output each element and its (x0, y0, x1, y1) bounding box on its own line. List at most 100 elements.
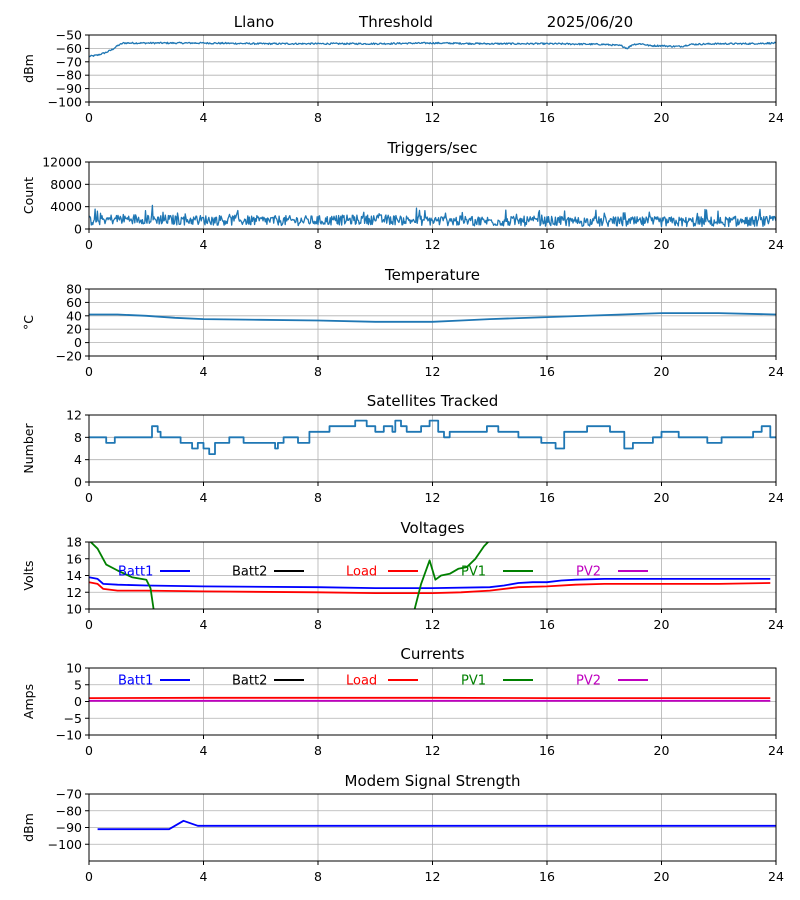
x-tick-label: 8 (314, 617, 322, 632)
y-tick-label: 8000 (50, 177, 82, 192)
y-tick-label: 14 (66, 568, 82, 583)
y-axis-label: Volts (21, 560, 36, 590)
y-tick-label: −60 (56, 41, 82, 56)
y-tick-label: 60 (66, 295, 82, 310)
chart-title: Voltages (400, 519, 464, 537)
y-tick-label: 80 (66, 282, 82, 297)
x-tick-label: 16 (539, 364, 555, 379)
y-tick-label: −80 (56, 803, 82, 818)
y-tick-label: 18 (66, 535, 82, 550)
x-tick-label: 4 (200, 617, 208, 632)
y-tick-label: −50 (56, 28, 82, 43)
series-line-batt1 (89, 576, 771, 589)
y-tick-label: 0 (74, 475, 82, 490)
x-tick-label: 20 (654, 110, 670, 125)
x-tick-label: 24 (768, 617, 784, 632)
x-tick-label: 0 (85, 364, 93, 379)
x-tick-label: 12 (425, 110, 441, 125)
x-tick-label: 4 (200, 743, 208, 758)
chart-title: Temperature (384, 266, 480, 284)
y-axis-label: dBm (21, 813, 36, 842)
y-tick-label: −100 (48, 837, 82, 852)
chart-title: Modem Signal Strength (345, 772, 521, 790)
x-tick-label: 24 (768, 237, 784, 252)
x-tick-label: 20 (654, 743, 670, 758)
series-line-pv1 (89, 542, 155, 609)
series-line (89, 41, 776, 58)
legend-label: PV1 (461, 674, 486, 689)
header-date: 2025/06/20 (547, 13, 633, 31)
y-tick-label: −70 (56, 54, 82, 69)
x-tick-label: 0 (85, 743, 93, 758)
x-tick-label: 24 (768, 110, 784, 125)
y-tick-label: 0 (74, 694, 82, 709)
x-tick-label: 8 (314, 490, 322, 505)
y-tick-label: 4000 (50, 199, 82, 214)
chart-title: Triggers/sec (387, 139, 478, 157)
legend-label: Batt2 (232, 565, 267, 580)
y-tick-label: 4 (74, 452, 82, 467)
y-tick-label: 12 (66, 408, 82, 423)
chart-title: Currents (400, 645, 464, 663)
x-tick-label: 20 (654, 364, 670, 379)
panel-modem: 0 4 8 12 16 20 24 −100 −90 −80−70 dBm Modem Signal … (21, 772, 784, 884)
x-tick-label: 16 (539, 110, 555, 125)
y-tick-label: 0 (74, 222, 82, 237)
y-tick-label: −5 (64, 711, 82, 726)
header-station: Llano (234, 13, 274, 31)
x-tick-label: 16 (539, 490, 555, 505)
legend-label: Batt1 (118, 674, 153, 689)
legend-label: Load (346, 674, 377, 689)
y-tick-label: −100 (48, 95, 82, 110)
x-tick-label: 8 (314, 743, 322, 758)
panel-currents: 0 4 8 12 16 20 24 −10 −5 0 510 Amps Currents Batt1 Bat… (21, 645, 784, 758)
legend-label: Batt1 (118, 565, 153, 580)
x-tick-label: 16 (539, 237, 555, 252)
x-tick-label: 0 (85, 869, 93, 884)
legend-label: Load (346, 565, 377, 580)
x-tick-label: 8 (314, 110, 322, 125)
series-line-load (89, 581, 771, 594)
y-axis-label: Count (21, 177, 36, 214)
x-tick-label: 12 (425, 617, 441, 632)
x-tick-label: 4 (200, 490, 208, 505)
x-tick-label: 16 (539, 743, 555, 758)
y-tick-label: −90 (56, 81, 82, 96)
x-tick-label: 20 (654, 617, 670, 632)
y-tick-label: −70 (56, 787, 82, 802)
header-mode: Threshold (358, 13, 433, 31)
y-axis-label: dBm (21, 54, 36, 83)
y-axis-label: Amps (21, 684, 36, 719)
x-tick-label: 12 (425, 364, 441, 379)
legend-label: PV2 (576, 674, 601, 689)
y-tick-label: −80 (56, 68, 82, 83)
x-tick-label: 24 (768, 490, 784, 505)
series-line (89, 312, 776, 323)
legend-label: PV1 (461, 565, 486, 580)
y-axis-label: Number (21, 423, 36, 474)
y-tick-label: 12000 (42, 155, 82, 170)
x-tick-label: 16 (539, 617, 555, 632)
legend-label: Batt2 (232, 674, 267, 689)
y-tick-label: 40 (66, 308, 82, 323)
y-tick-label: 16 (66, 551, 82, 566)
x-tick-label: 4 (200, 237, 208, 252)
x-tick-label: 8 (314, 869, 322, 884)
y-tick-label: 20 (66, 322, 82, 337)
panel-signal: 0 4 8 12 16 20 24 −100−90−80−70−60−50 dBm (21, 28, 784, 126)
x-tick-label: 0 (85, 617, 93, 632)
y-tick-label: −90 (56, 820, 82, 835)
series-line (97, 819, 776, 831)
x-tick-label: 24 (768, 364, 784, 379)
x-tick-label: 8 (314, 237, 322, 252)
x-tick-label: 12 (425, 490, 441, 505)
panel-satellites: 0 4 8 12 16 20 24 0 4 8 12 Number Satellites Tracked (21, 392, 784, 505)
x-tick-label: 4 (200, 364, 208, 379)
y-tick-label: 8 (74, 430, 82, 445)
x-tick-label: 20 (654, 869, 670, 884)
series-line (89, 419, 776, 456)
x-tick-label: 24 (768, 743, 784, 758)
